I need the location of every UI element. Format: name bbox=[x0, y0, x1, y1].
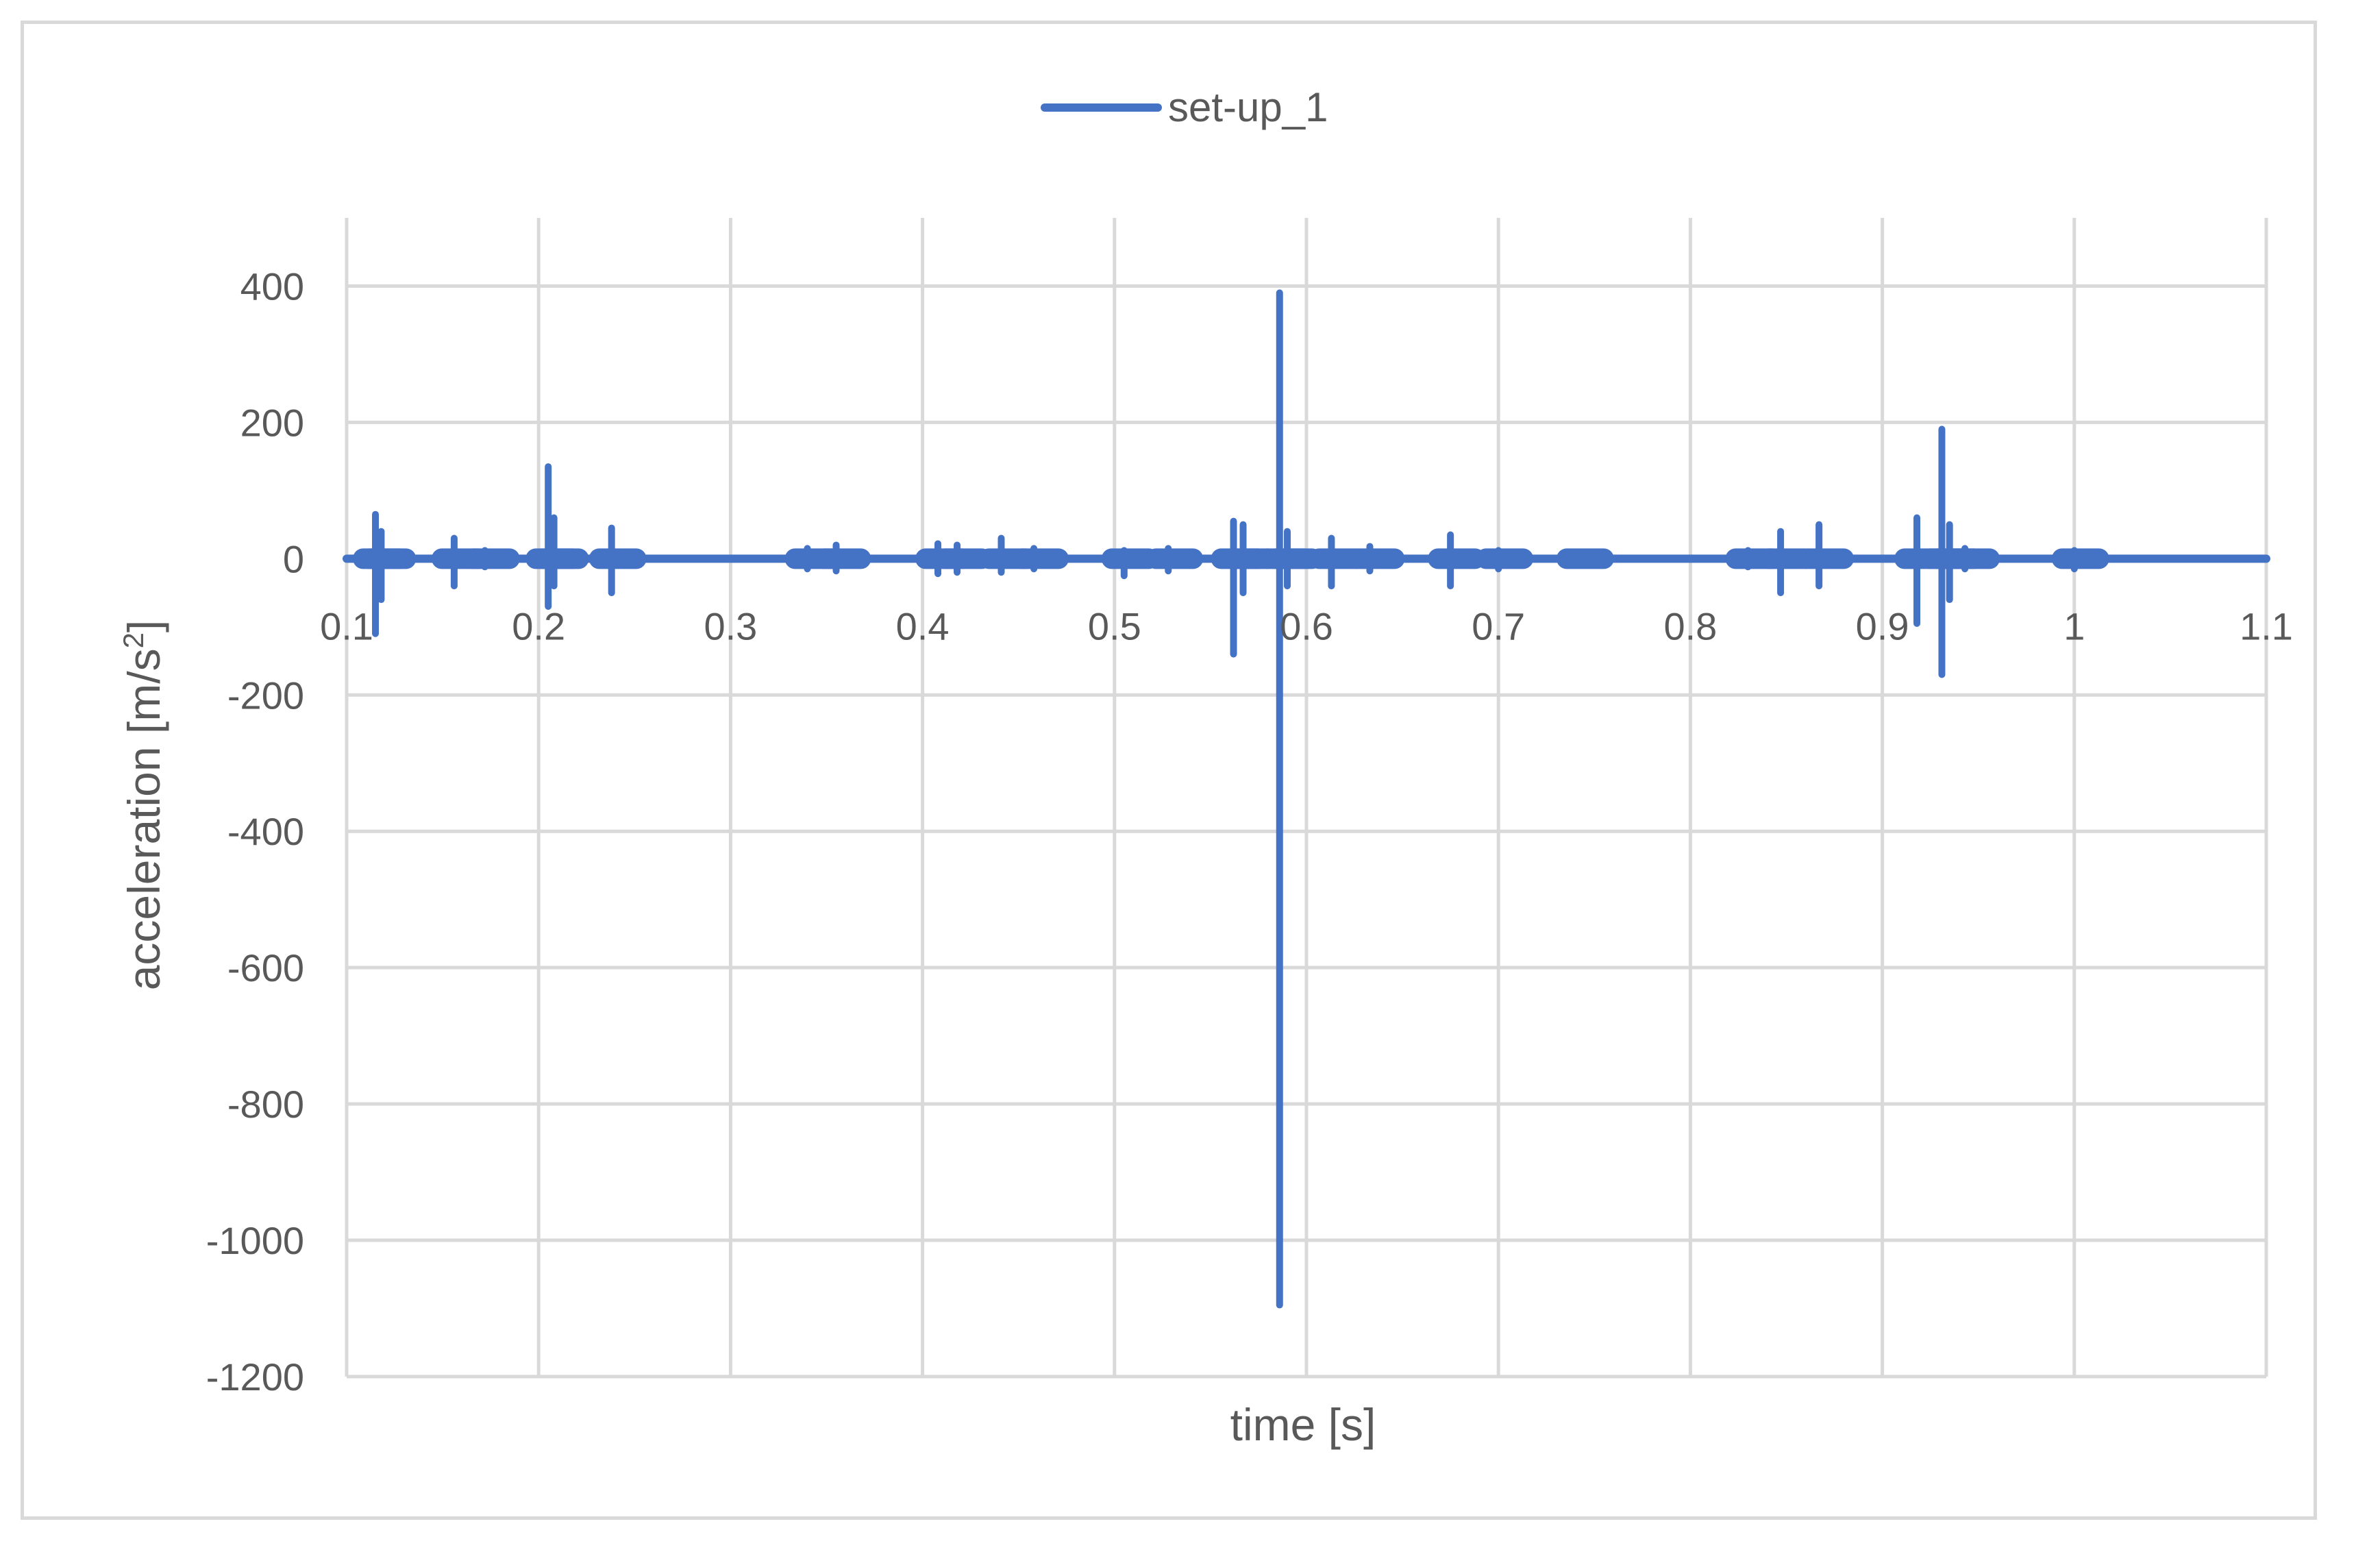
x-tick-label: 0.6 bbox=[1280, 604, 1333, 648]
y-axis-title-end: ] bbox=[119, 620, 169, 632]
x-tick-label: 1.1 bbox=[2240, 604, 2293, 648]
y-tick-label: -1200 bbox=[206, 1355, 304, 1399]
x-tick-label: 0.3 bbox=[704, 604, 757, 648]
y-axis-title-sup: 2 bbox=[117, 632, 149, 648]
x-tick-label: 0.8 bbox=[1663, 604, 1717, 648]
y-tick-labels: 400 200 0 -200 -400 -600 -800 -1000 -1200 bbox=[206, 264, 304, 1399]
legend-label: set-up_1 bbox=[1168, 84, 1328, 130]
series-set-up_1 bbox=[343, 289, 2270, 1309]
y-tick-label: -1000 bbox=[206, 1219, 304, 1262]
legend: set-up_1 bbox=[1041, 84, 1328, 130]
x-tick-label: 0.5 bbox=[1088, 604, 1141, 648]
y-axis-title-main: acceleration [m/s bbox=[119, 648, 169, 990]
x-tick-label: 0.7 bbox=[1472, 604, 1525, 648]
x-tick-label: 0.2 bbox=[512, 604, 565, 648]
y-tick-label: 200 bbox=[240, 401, 304, 444]
y-tick-label: 0 bbox=[283, 537, 304, 580]
x-tick-label: 0.1 bbox=[320, 604, 373, 648]
x-tick-label: 0.9 bbox=[1856, 604, 1909, 648]
y-axis-title: acceleration [m/s2] bbox=[117, 620, 169, 991]
grid bbox=[345, 218, 2268, 1379]
y-tick-label: -800 bbox=[227, 1083, 304, 1126]
y-tick-label: -400 bbox=[227, 810, 304, 853]
x-tick-labels: 0.1 0.2 0.3 0.4 0.5 0.6 0.7 0.8 0.9 1 1.1 bbox=[320, 604, 2293, 648]
x-tick-label: 1 bbox=[2063, 604, 2085, 648]
y-tick-label: -600 bbox=[227, 946, 304, 989]
y-tick-label: -200 bbox=[227, 674, 304, 717]
x-tick-label: 0.4 bbox=[896, 604, 950, 648]
chart-frame bbox=[21, 21, 2317, 1520]
y-tick-label: 400 bbox=[240, 264, 304, 308]
x-axis-title: time [s] bbox=[1230, 1399, 1376, 1450]
